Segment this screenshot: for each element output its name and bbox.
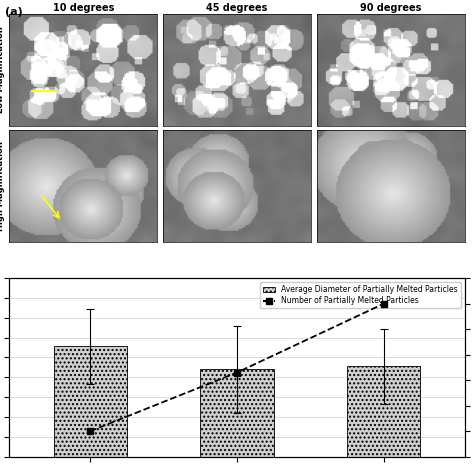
Bar xyxy=(347,366,420,457)
Title: 10 degrees: 10 degrees xyxy=(53,3,114,13)
Y-axis label: High Magnification: High Magnification xyxy=(0,141,5,231)
Legend: Average Diameter of Partially Melted Particles, Number of Partially Melted Parti: Average Diameter of Partially Melted Par… xyxy=(260,282,461,308)
Text: (a): (a) xyxy=(5,7,22,17)
Title: 90 degrees: 90 degrees xyxy=(360,3,421,13)
Bar xyxy=(54,346,127,457)
Y-axis label: Low Magnification: Low Magnification xyxy=(0,27,5,113)
Title: 45 degrees: 45 degrees xyxy=(206,3,268,13)
Bar xyxy=(201,370,273,457)
